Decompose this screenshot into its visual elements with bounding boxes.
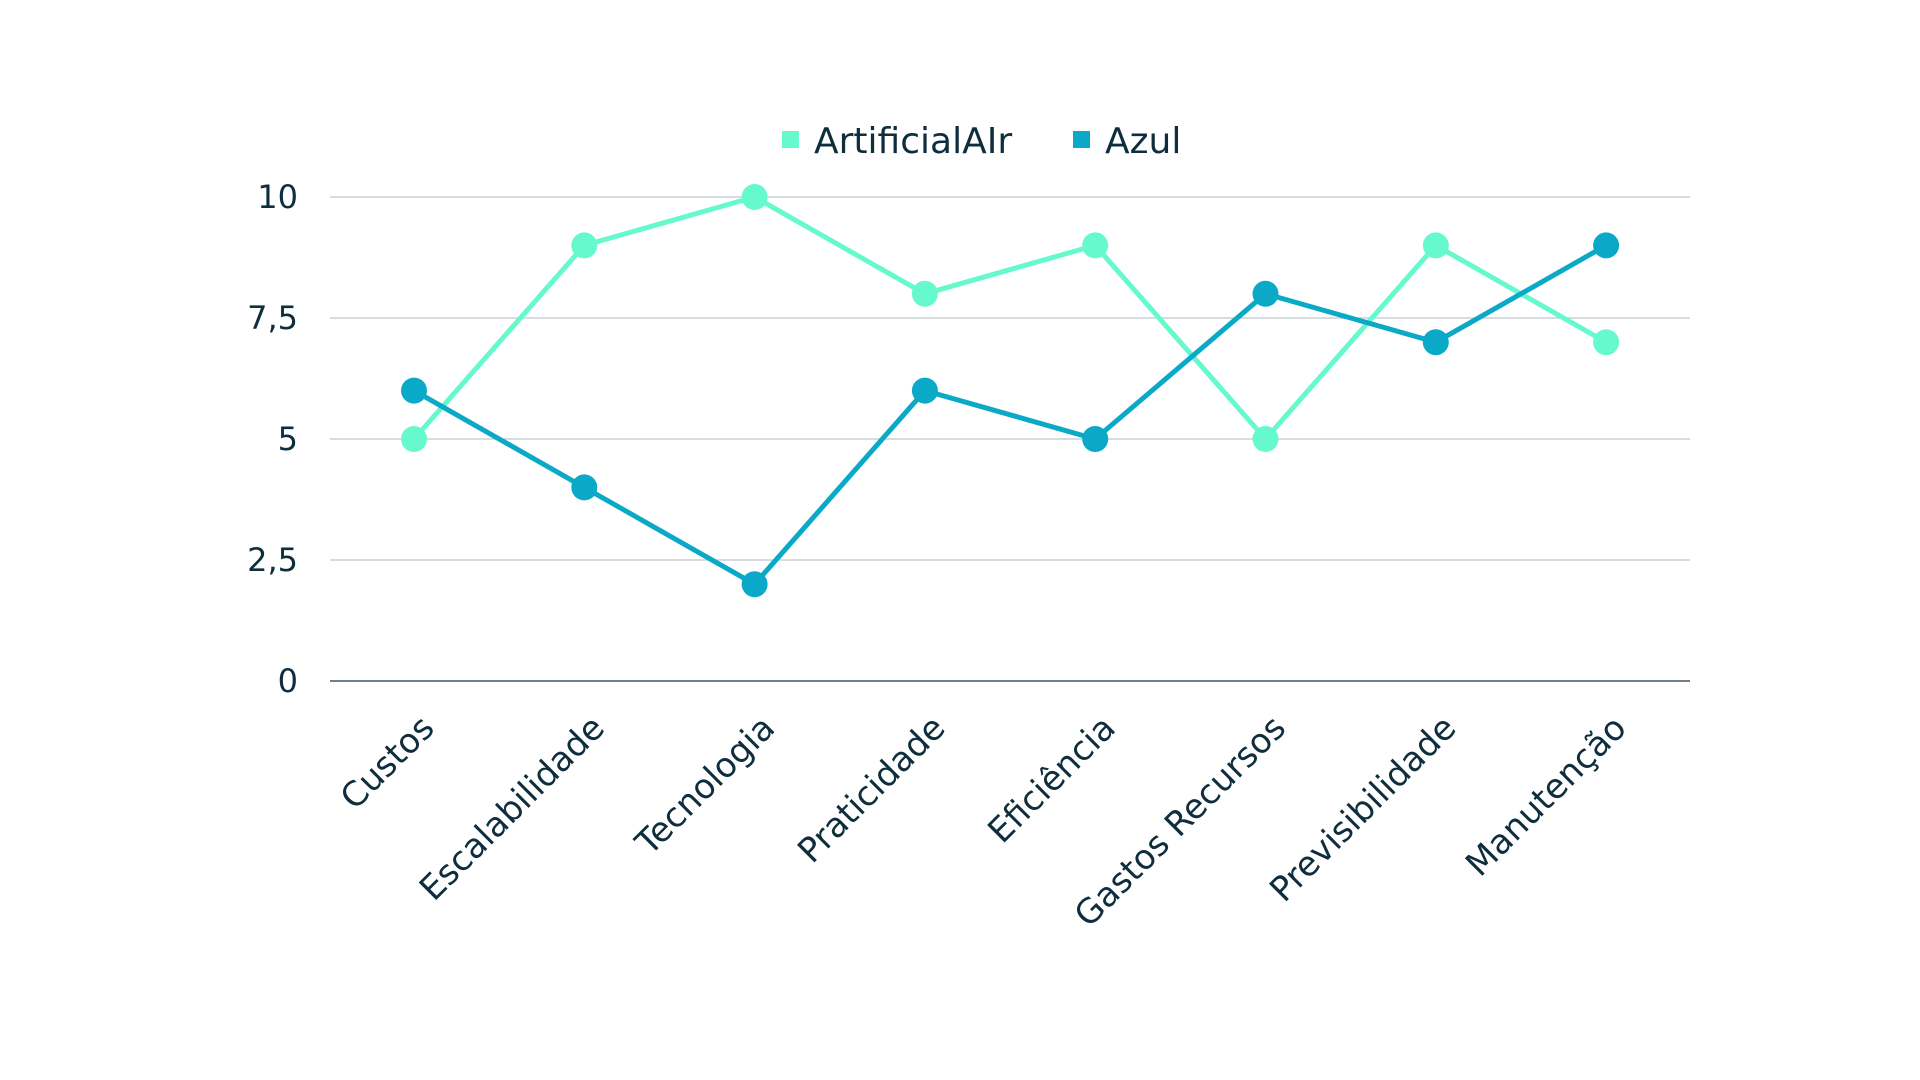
data-point: [1422, 232, 1449, 259]
legend-swatch: [1073, 131, 1090, 148]
data-point: [1593, 329, 1620, 356]
x-tick-label: Tecnologia: [627, 708, 783, 864]
legend-swatch: [782, 131, 799, 148]
legend-item: ArtificialAIr: [782, 121, 1012, 162]
y-tick-label: 10: [257, 178, 298, 216]
data-point: [911, 377, 938, 404]
x-tick-label: Custos: [333, 708, 443, 818]
x-tick-label: Escalabilidade: [412, 708, 613, 909]
series-line: [411, 194, 1609, 442]
data-point: [741, 184, 768, 210]
series: [401, 184, 1620, 598]
data-point: [401, 377, 427, 404]
x-tick-label: Previsibilidade: [1262, 708, 1464, 910]
series-artificialair: [401, 184, 1620, 452]
y-axis-tick-labels: 0 2,5 5 7,5 10: [247, 178, 298, 700]
legend: ArtificialAIr Azul: [782, 121, 1181, 162]
data-point: [1082, 426, 1109, 452]
data-point: [401, 426, 427, 452]
data-point: [571, 474, 598, 501]
series-azul: [401, 232, 1620, 598]
legend-label: Azul: [1105, 121, 1181, 162]
x-tick-label: Eficiência: [980, 708, 1123, 851]
data-point: [571, 232, 598, 259]
data-point: [1593, 232, 1620, 259]
legend-label: ArtificialAIr: [814, 121, 1012, 162]
data-point: [1082, 232, 1109, 259]
series-line: [411, 242, 1609, 587]
data-point: [1252, 426, 1279, 452]
data-point: [911, 280, 938, 307]
data-point: [741, 571, 768, 598]
y-tick-label: 7,5: [247, 299, 298, 337]
y-tick-label: 5: [278, 420, 298, 458]
x-tick-label: Praticidade: [790, 708, 953, 871]
y-tick-label: 2,5: [247, 541, 298, 579]
data-point: [1252, 280, 1279, 307]
data-point: [1422, 329, 1449, 356]
gridlines: [330, 196, 1690, 561]
legend-item: Azul: [1073, 121, 1181, 162]
x-tick-label: Manutenção: [1458, 708, 1634, 884]
y-tick-label: 0: [278, 662, 298, 700]
